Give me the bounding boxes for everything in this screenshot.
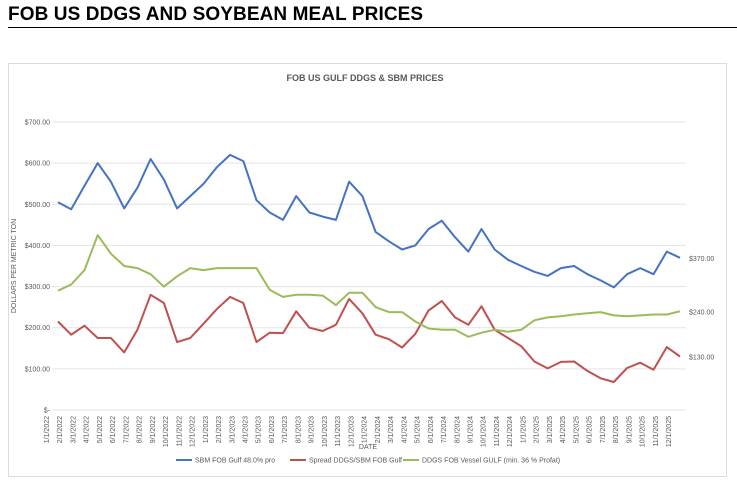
x-tick-label: 2/1/2024 (375, 416, 382, 443)
x-tick-label: 5/1/2023 (256, 416, 263, 443)
x-tick-label: 8/1/2024 (454, 416, 461, 443)
title-divider (8, 27, 737, 28)
x-tick-label: 11/1/2024 (494, 416, 501, 447)
legend-label: DDGS FOB Vessel GULF (min. 36 % Profat) (422, 458, 560, 465)
legend-label: Spread DDGS/SBM FOB Gulf (309, 458, 402, 465)
x-tick-label: 8/1/2025 (613, 416, 620, 443)
x-tick-label: 3/1/2024 (388, 416, 395, 443)
x-tick-label: 12/1/2025 (666, 416, 673, 447)
x-tick-label: 3/1/2023 (229, 416, 236, 443)
y-tick-label: $600.00 (25, 161, 50, 168)
x-tick-label: 9/1/2022 (150, 416, 157, 443)
x-tick-label: 4/1/2024 (401, 416, 408, 443)
x-tick-label: 12/1/2022 (190, 416, 197, 447)
x-tick-label: 7/1/2025 (600, 416, 607, 443)
x-tick-label: 9/1/2025 (626, 416, 633, 443)
chart-title: FOB US GULF DDGS & SBM PRICES (286, 73, 443, 83)
x-tick-label: 9/1/2023 (309, 416, 316, 443)
x-tick-label: 11/1/2022 (176, 416, 183, 447)
x-tick-label: 2/1/2022 (57, 416, 64, 443)
legend-label: SBM FOB Gulf 48.0% pro (195, 458, 275, 465)
x-tick-label: 12/1/2024 (507, 416, 514, 447)
x-tick-label: 8/1/2022 (137, 416, 144, 443)
end-value-label: $130.00 (689, 355, 714, 362)
x-tick-label: 5/1/2025 (573, 416, 580, 443)
chart-frame (8, 63, 727, 477)
x-tick-label: 1/1/2023 (203, 416, 210, 443)
end-value-label: $370.00 (689, 256, 714, 263)
end-value-label: $240.00 (689, 309, 714, 316)
x-tick-label: 1/1/2025 (520, 416, 527, 443)
x-tick-label: 6/1/2023 (269, 416, 276, 443)
x-tick-label: 3/1/2022 (70, 416, 77, 443)
x-tick-label: 7/1/2024 (441, 416, 448, 443)
x-tick-label: 11/1/2023 (335, 416, 342, 447)
x-tick-label: 5/1/2022 (97, 416, 104, 443)
y-tick-label: $200.00 (25, 325, 50, 332)
x-tick-label: 10/1/2022 (163, 416, 170, 447)
page-title: FOB US DDGS AND SOYBEAN MEAL PRICES (8, 4, 424, 25)
y-tick-label: $100.00 (25, 366, 50, 373)
series-line-0 (57, 153, 681, 289)
y-tick-label: $400.00 (25, 243, 50, 250)
x-tick-label: 10/1/2024 (481, 416, 488, 447)
y-tick-label: $700.00 (25, 120, 50, 127)
x-tick-label: 4/1/2022 (84, 416, 91, 443)
x-tick-label: 4/1/2025 (560, 416, 567, 443)
x-tick-label: 8/1/2023 (295, 416, 302, 443)
x-tick-label: 2/1/2025 (534, 416, 541, 443)
x-tick-label: 1/1/2024 (362, 416, 369, 443)
y-tick-label: $- (44, 408, 51, 415)
x-tick-label: 4/1/2023 (243, 416, 250, 443)
x-tick-label: 2/1/2023 (216, 416, 223, 443)
x-tick-label: 7/1/2023 (282, 416, 289, 443)
y-tick-label: $300.00 (25, 284, 50, 291)
x-tick-label: 5/1/2024 (415, 416, 422, 443)
x-tick-label: 7/1/2022 (123, 416, 130, 443)
x-tick-label: 1/1/2022 (44, 416, 51, 443)
x-axis-label: DATE (359, 444, 377, 451)
x-tick-label: 12/1/2023 (348, 416, 355, 447)
x-tick-label: 6/1/2025 (587, 416, 594, 443)
y-tick-label: $500.00 (25, 202, 50, 209)
series-line-1 (57, 293, 681, 383)
x-tick-label: 10/1/2023 (322, 416, 329, 447)
x-tick-label: 11/1/2025 (653, 416, 660, 447)
x-tick-label: 10/1/2025 (640, 416, 647, 447)
x-tick-label: 9/1/2024 (467, 416, 474, 443)
y-axis-label: DOLLARS PER METRIC TON (11, 219, 18, 313)
series-line-2 (57, 234, 681, 338)
x-tick-label: 6/1/2022 (110, 416, 117, 443)
x-tick-label: 6/1/2024 (428, 416, 435, 443)
x-tick-label: 3/1/2025 (547, 416, 554, 443)
